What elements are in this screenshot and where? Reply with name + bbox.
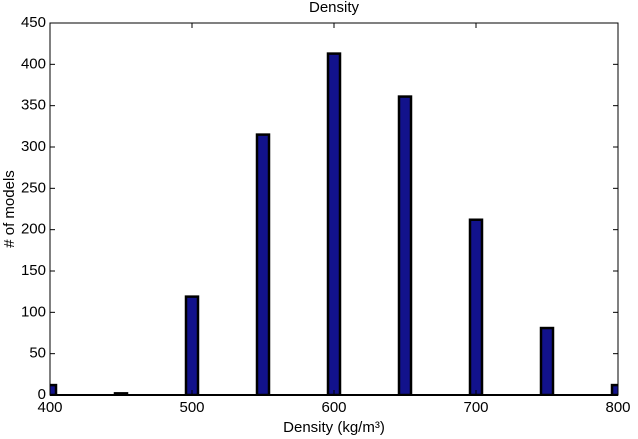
- x-tick-label: 400: [37, 399, 62, 416]
- bar: [397, 95, 413, 395]
- x-axis-label: Density (kg/m³): [283, 419, 385, 436]
- y-tick-label: 300: [21, 138, 46, 155]
- y-tick-label: 0: [38, 386, 46, 403]
- x-tick-label: 500: [179, 399, 204, 416]
- y-axis-label: # of models: [1, 170, 18, 248]
- bar: [255, 133, 271, 395]
- x-tick-label: 800: [605, 399, 630, 416]
- bar: [184, 295, 200, 395]
- y-tick-label: 350: [21, 97, 46, 114]
- y-tick-label: 250: [21, 179, 46, 196]
- y-tick-label: 450: [21, 14, 46, 31]
- bar: [539, 326, 555, 395]
- y-tick-label: 400: [21, 55, 46, 72]
- bar: [610, 383, 618, 395]
- x-tick-label: 600: [321, 399, 346, 416]
- bar: [326, 52, 342, 395]
- y-tick-label: 50: [29, 345, 46, 362]
- y-tick-label: 150: [21, 262, 46, 279]
- y-tick-label: 200: [21, 221, 46, 238]
- bar: [50, 383, 58, 395]
- bar-group: [50, 52, 618, 395]
- x-tick-label: 700: [463, 399, 488, 416]
- y-tick-label: 100: [21, 303, 46, 320]
- chart-title: Density: [309, 0, 360, 16]
- bar: [468, 218, 484, 395]
